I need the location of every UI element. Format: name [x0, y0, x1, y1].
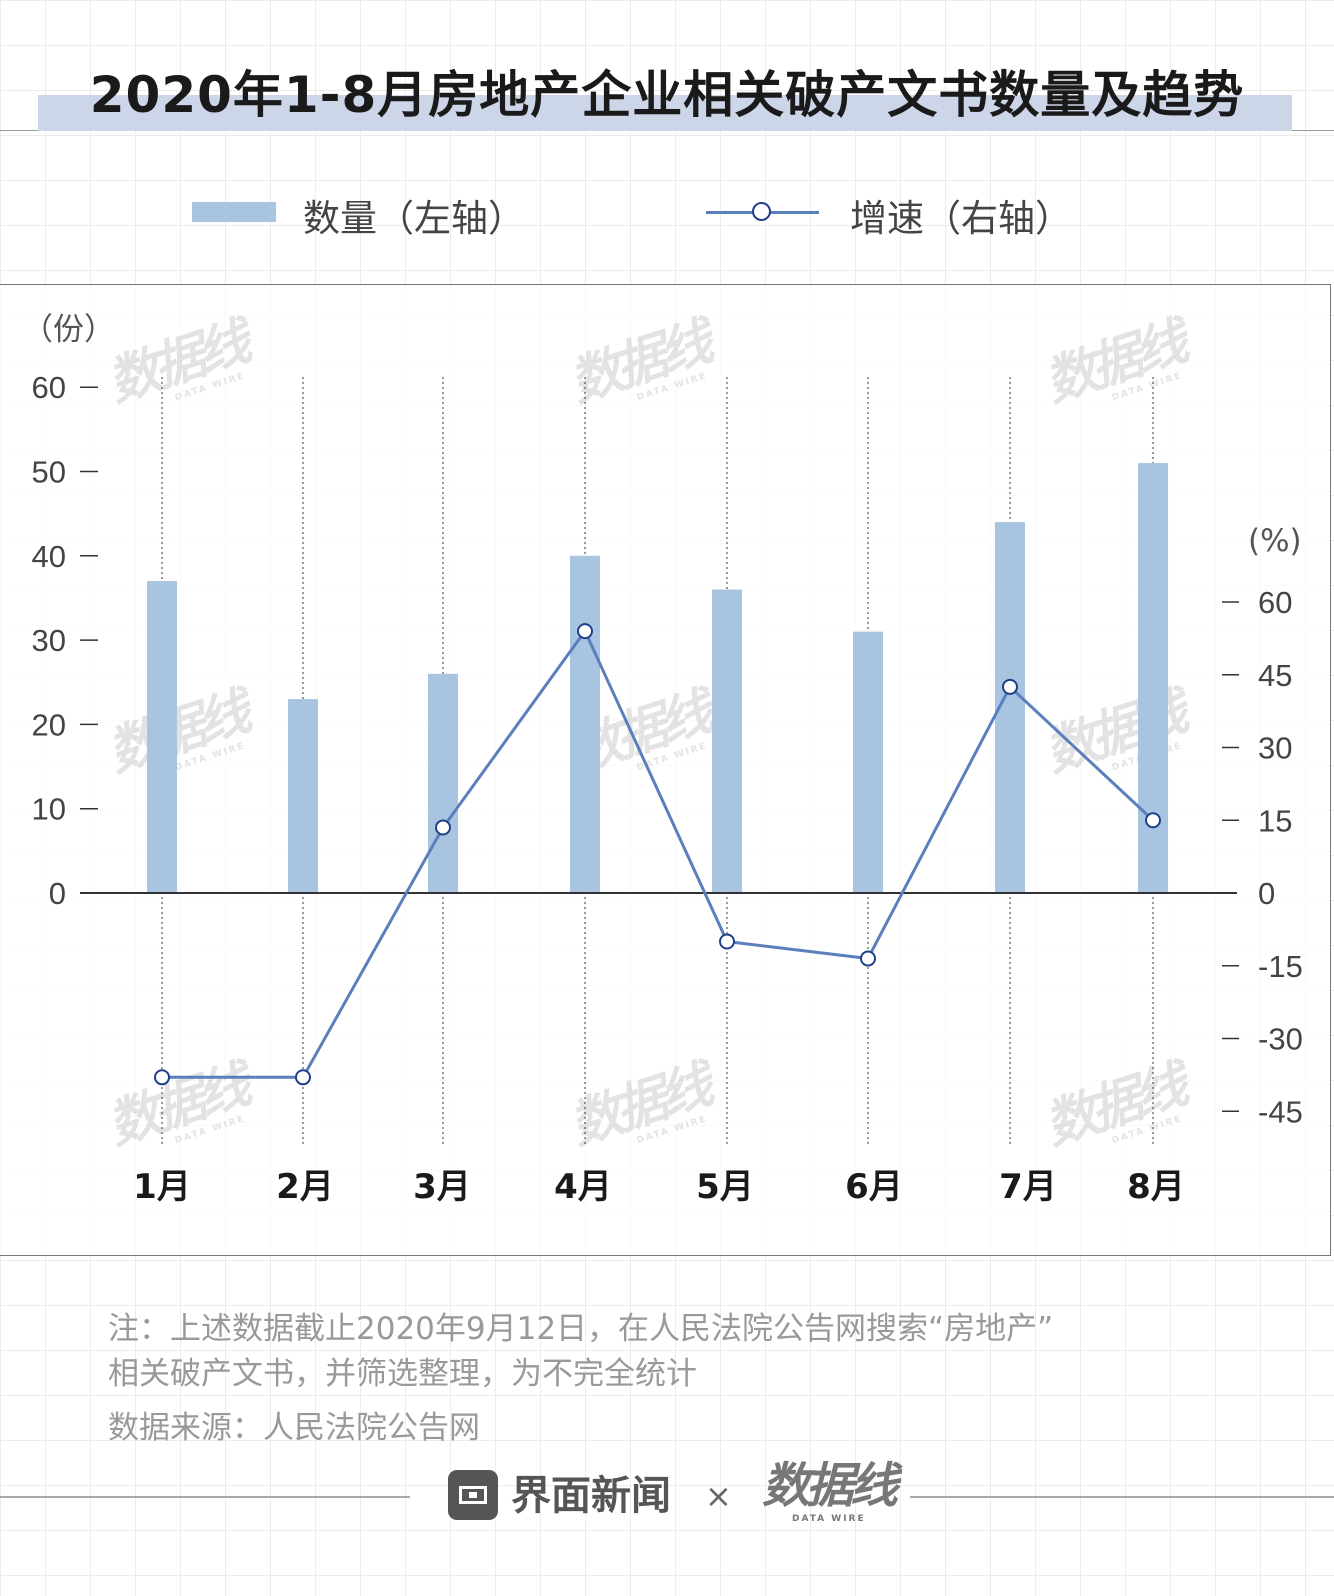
left-axis-tick-label: 0	[49, 876, 66, 911]
growth-point	[1145, 812, 1161, 829]
datawire-logo: 数据线 DATA WIRE	[762, 1458, 898, 1524]
left-axis-tick-label: 10	[32, 792, 66, 827]
right-axis-tick-label: -30	[1258, 1022, 1303, 1057]
title-band	[38, 95, 1292, 131]
data-source: 数据来源：人民法院公告网	[108, 1410, 480, 1446]
left-axis-tick-label: 60	[32, 370, 66, 405]
note-line-2: 相关破产文书，并筛选整理，为不完全统计	[108, 1356, 697, 1392]
growth-point	[719, 933, 735, 950]
legend-line-marker	[752, 202, 771, 221]
right-axis-unit: (%)	[1248, 523, 1302, 559]
bar	[712, 589, 742, 893]
growth-point	[154, 1069, 170, 1086]
growth-line	[162, 629, 1155, 1079]
right-axis-tick-label: 45	[1258, 658, 1292, 693]
growth-point	[577, 623, 593, 640]
note-line-1: 注：上述数据截止2020年9月12日，在人民法院公告网搜索“房地产”	[108, 1311, 1054, 1347]
chart-panel	[0, 284, 1331, 1256]
left-axis-tick-label: 50	[32, 455, 66, 490]
category-label: 5月	[696, 1167, 754, 1207]
growth-point	[435, 819, 451, 836]
growth-point	[1002, 678, 1018, 695]
bar	[1138, 463, 1168, 893]
left-axis-tick-label: 30	[32, 623, 66, 658]
category-label: 3月	[413, 1167, 471, 1207]
footer-rule-left	[0, 1496, 410, 1498]
notes: 注：上述数据截止2020年9月12日，在人民法院公告网搜索“房地产” 相关破产文…	[108, 1307, 1053, 1451]
datawire-logo-text: 数据线	[762, 1458, 898, 1514]
right-axis-tick-label: -15	[1258, 949, 1303, 984]
right-axis-tick-label: 0	[1258, 876, 1275, 911]
right-axis-tick-label: -45	[1258, 1094, 1303, 1129]
right-axis-tick-label: 60	[1258, 585, 1292, 620]
growth-point	[295, 1069, 311, 1086]
footer-rule-right	[910, 1496, 1334, 1498]
legend-bar-label: 数量（左轴）	[303, 197, 525, 240]
chart-svg: 60 50 40 30 20 10 0 （份） 60 45 30 15 0 -15 -30 -45 (%) 1月 2…	[22, 312, 1303, 1207]
category-label: 8月	[1127, 1167, 1185, 1207]
legend-line-label: 增速（右轴）	[850, 197, 1072, 240]
category-label: 1月	[133, 1167, 191, 1207]
bar	[147, 581, 177, 893]
brand-icon	[448, 1470, 498, 1520]
bar	[570, 555, 600, 893]
left-axis-unit: （份）	[22, 312, 115, 348]
category-label: 4月	[554, 1167, 612, 1207]
category-label: 2月	[276, 1167, 334, 1207]
brand-name: 界面新闻	[511, 1473, 671, 1519]
bar	[853, 631, 883, 893]
category-label: 7月	[999, 1167, 1057, 1207]
right-axis-tick-label: 15	[1258, 803, 1292, 838]
left-axis-tick-label: 20	[32, 707, 66, 742]
brand-separator: ×	[705, 1477, 732, 1515]
chart-title: 2020年1-8月房地产企业相关破产文书数量及趋势	[89, 66, 1245, 124]
legend-bar-swatch	[192, 202, 276, 222]
category-label: 6月	[845, 1167, 903, 1207]
right-axis-tick-label: 30	[1258, 731, 1292, 766]
bar	[428, 673, 458, 893]
left-axis-tick-label: 40	[32, 539, 66, 574]
legend: 数量（左轴） 增速（右轴）	[0, 185, 1334, 245]
datawire-logo-sub: DATA WIRE	[792, 1514, 866, 1524]
bar	[288, 699, 318, 893]
growth-point	[860, 950, 876, 967]
